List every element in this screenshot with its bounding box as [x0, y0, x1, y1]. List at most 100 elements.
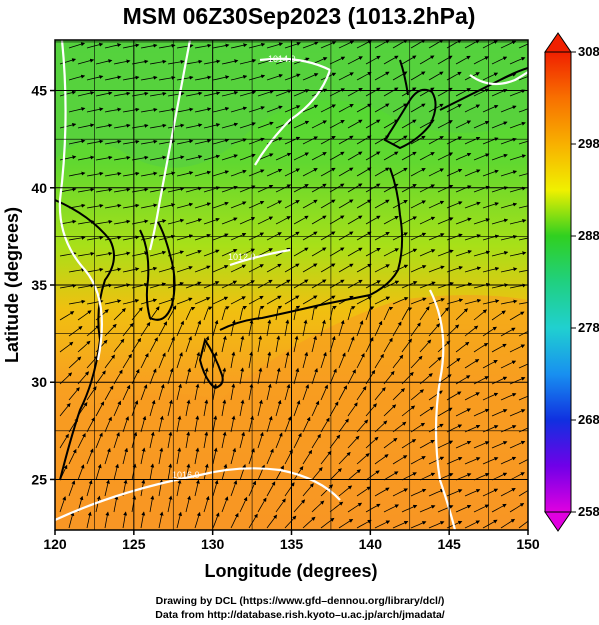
streamline	[347, 247, 363, 257]
streamline	[140, 447, 146, 465]
streamline	[275, 152, 292, 161]
streamline	[473, 153, 490, 161]
streamline	[293, 367, 300, 385]
streamline	[518, 517, 528, 529]
streamline	[284, 73, 301, 81]
streamline	[518, 76, 528, 81]
streamline	[320, 484, 334, 497]
streamline	[221, 496, 229, 513]
streamline	[176, 171, 194, 177]
streamline	[248, 383, 254, 401]
streamline	[158, 447, 164, 465]
streamline	[365, 280, 381, 289]
streamline	[221, 431, 227, 449]
streamline	[275, 465, 284, 481]
streamline	[284, 105, 301, 113]
streamline	[491, 343, 507, 353]
streamline	[491, 503, 507, 513]
streamline	[230, 74, 248, 81]
streamline	[68, 267, 86, 273]
streamline	[248, 448, 255, 465]
streamline	[356, 419, 369, 433]
streamline	[284, 200, 300, 209]
streamline	[122, 322, 134, 337]
streamline	[185, 91, 203, 97]
streamline	[212, 351, 218, 369]
streamline	[257, 58, 275, 65]
streamline	[509, 311, 525, 321]
streamline	[239, 431, 246, 449]
streamline	[473, 473, 490, 481]
streamline	[338, 72, 354, 81]
streamline	[401, 504, 418, 513]
streamline	[509, 344, 526, 353]
streamline	[374, 454, 389, 465]
streamline	[464, 325, 479, 337]
streamline	[302, 263, 318, 273]
streamline	[68, 326, 83, 337]
streamline	[221, 463, 228, 481]
streamline	[185, 367, 192, 385]
streamline	[482, 104, 499, 113]
streamline	[464, 104, 481, 113]
streamline	[167, 59, 185, 65]
streamline	[122, 298, 140, 305]
streamline	[356, 486, 371, 497]
streamline	[455, 88, 471, 97]
streamline	[230, 43, 248, 49]
streamline	[320, 295, 336, 305]
streamline	[266, 448, 274, 465]
streamline	[266, 263, 282, 273]
streamline	[482, 519, 498, 529]
streamline	[500, 360, 517, 369]
streamline	[257, 184, 274, 193]
streamline	[473, 120, 490, 129]
streamline	[167, 431, 173, 449]
streamline	[122, 139, 140, 145]
streamline	[464, 457, 481, 465]
streamline	[473, 441, 490, 449]
streamline	[221, 154, 238, 161]
streamline	[500, 267, 518, 273]
streamline	[293, 466, 304, 481]
streamline	[419, 406, 434, 417]
streamline	[347, 119, 363, 129]
streamline	[77, 251, 95, 257]
colorbar-tick-label: 278	[578, 320, 599, 335]
streamline	[68, 511, 75, 529]
streamline	[293, 432, 302, 449]
streamline	[176, 383, 182, 401]
streamline	[392, 167, 408, 177]
streamline	[518, 489, 528, 497]
streamline	[77, 340, 91, 353]
streamline	[284, 168, 301, 177]
streamline	[302, 73, 319, 81]
streamline	[86, 235, 104, 241]
streamline	[293, 279, 309, 289]
streamline	[392, 264, 409, 273]
streamline	[149, 463, 155, 481]
streamline	[239, 335, 245, 353]
streamline	[185, 336, 192, 353]
streamline	[104, 479, 110, 497]
streamline	[302, 41, 319, 49]
streamline	[95, 251, 113, 257]
streamline	[239, 496, 248, 513]
streamline	[239, 367, 245, 385]
streamline	[320, 517, 335, 529]
streamline	[338, 418, 349, 433]
streamline	[401, 55, 417, 65]
streamline	[473, 504, 490, 513]
streamline	[464, 136, 481, 145]
streamline	[131, 400, 139, 417]
streamline	[77, 310, 92, 321]
streamline	[104, 354, 115, 369]
streamline	[203, 306, 213, 321]
streamline	[167, 305, 177, 321]
streamline	[410, 389, 425, 401]
streamline	[392, 103, 408, 113]
streamline	[230, 480, 238, 497]
streamline	[347, 402, 358, 417]
streamline	[203, 59, 221, 65]
streamline	[518, 43, 528, 49]
